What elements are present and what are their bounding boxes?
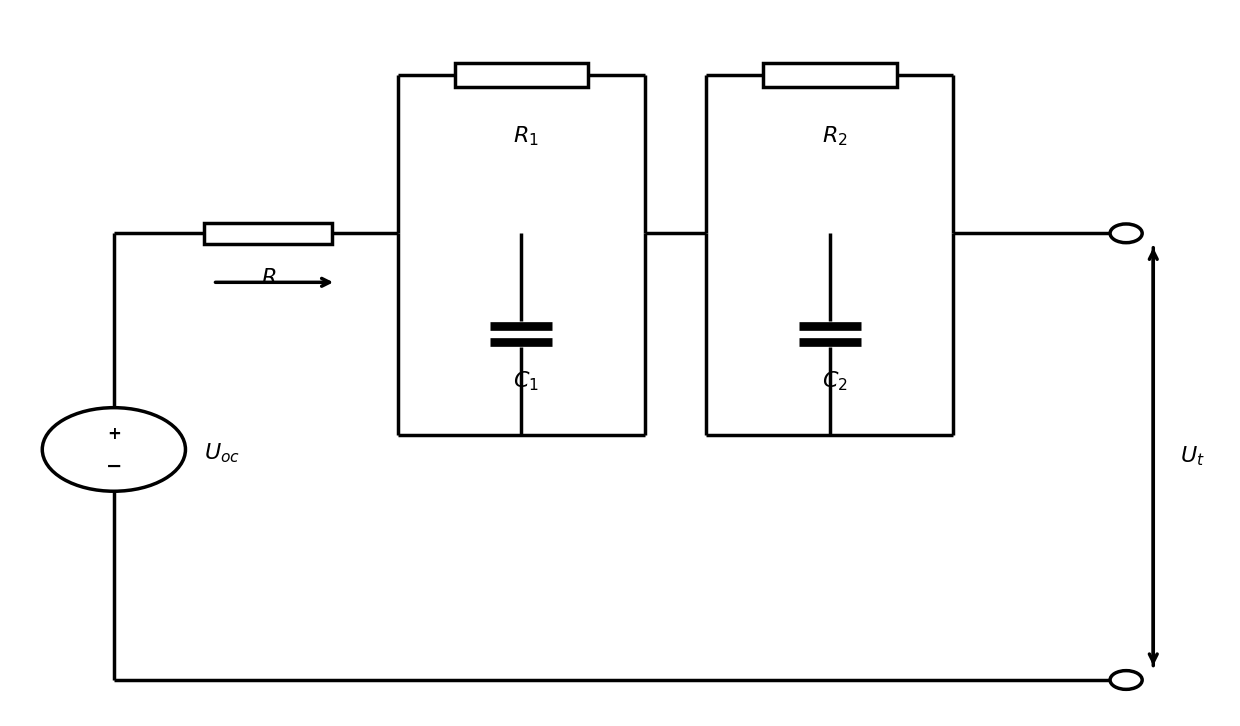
Text: $C_2$: $C_2$ [822, 370, 848, 393]
Circle shape [1110, 671, 1142, 690]
Circle shape [1110, 224, 1142, 242]
Text: $C_1$: $C_1$ [513, 370, 539, 393]
Text: $U_t$: $U_t$ [1180, 445, 1205, 468]
Text: −: − [105, 457, 122, 476]
Text: +: + [107, 425, 120, 443]
Text: $U_{oc}$: $U_{oc}$ [205, 441, 241, 465]
Bar [763, 62, 897, 87]
Circle shape [42, 408, 186, 492]
Bar [455, 62, 588, 87]
Text: $R_2$: $R_2$ [822, 124, 848, 148]
Bar [205, 222, 332, 244]
Text: $R_1$: $R_1$ [513, 124, 539, 148]
Text: $R$: $R$ [260, 268, 275, 288]
